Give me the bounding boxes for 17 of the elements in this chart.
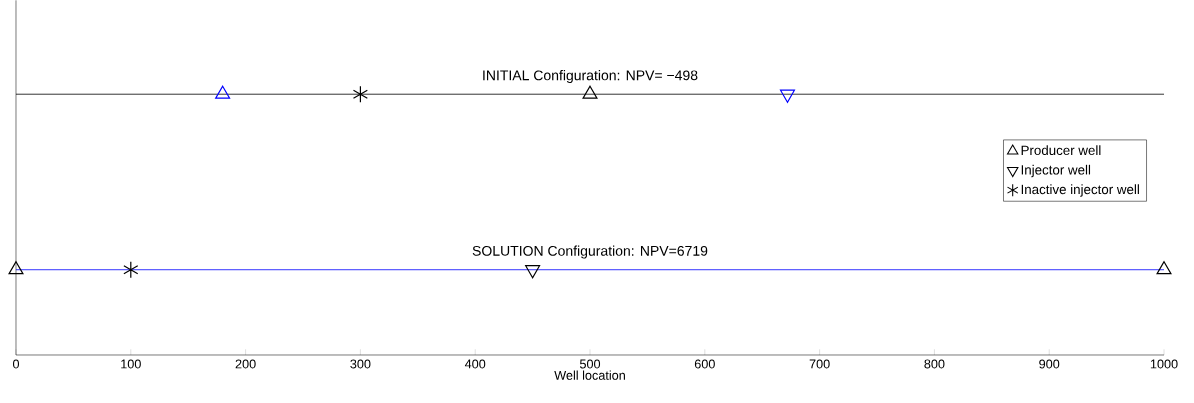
legend-label: Injector well [1021,164,1091,178]
x-tick-label: 900 [1039,359,1060,369]
x-tick-label: 200 [235,359,256,369]
x-tick-label: 600 [694,359,715,369]
x-tick-label: 1000 [1150,359,1178,369]
annotation: SOLUTION Configuration: NPV=6719 [472,245,708,259]
legend-label: Inactive injector well [1021,184,1139,197]
x-tick-label: 0 [12,359,20,369]
x-tick-label: 300 [350,359,371,369]
x-tick-label: 500 [579,359,601,369]
legend-label: Producer well [1021,145,1101,156]
x-tick-label: 800 [924,359,945,369]
x-tick-label: 700 [809,359,830,369]
x-axis-title: Well location [554,370,625,380]
annotation: INITIAL Configuration: NPV= −498 [483,70,698,84]
x-tick-label: 100 [121,359,141,369]
x-tick-label: 400 [464,359,486,369]
